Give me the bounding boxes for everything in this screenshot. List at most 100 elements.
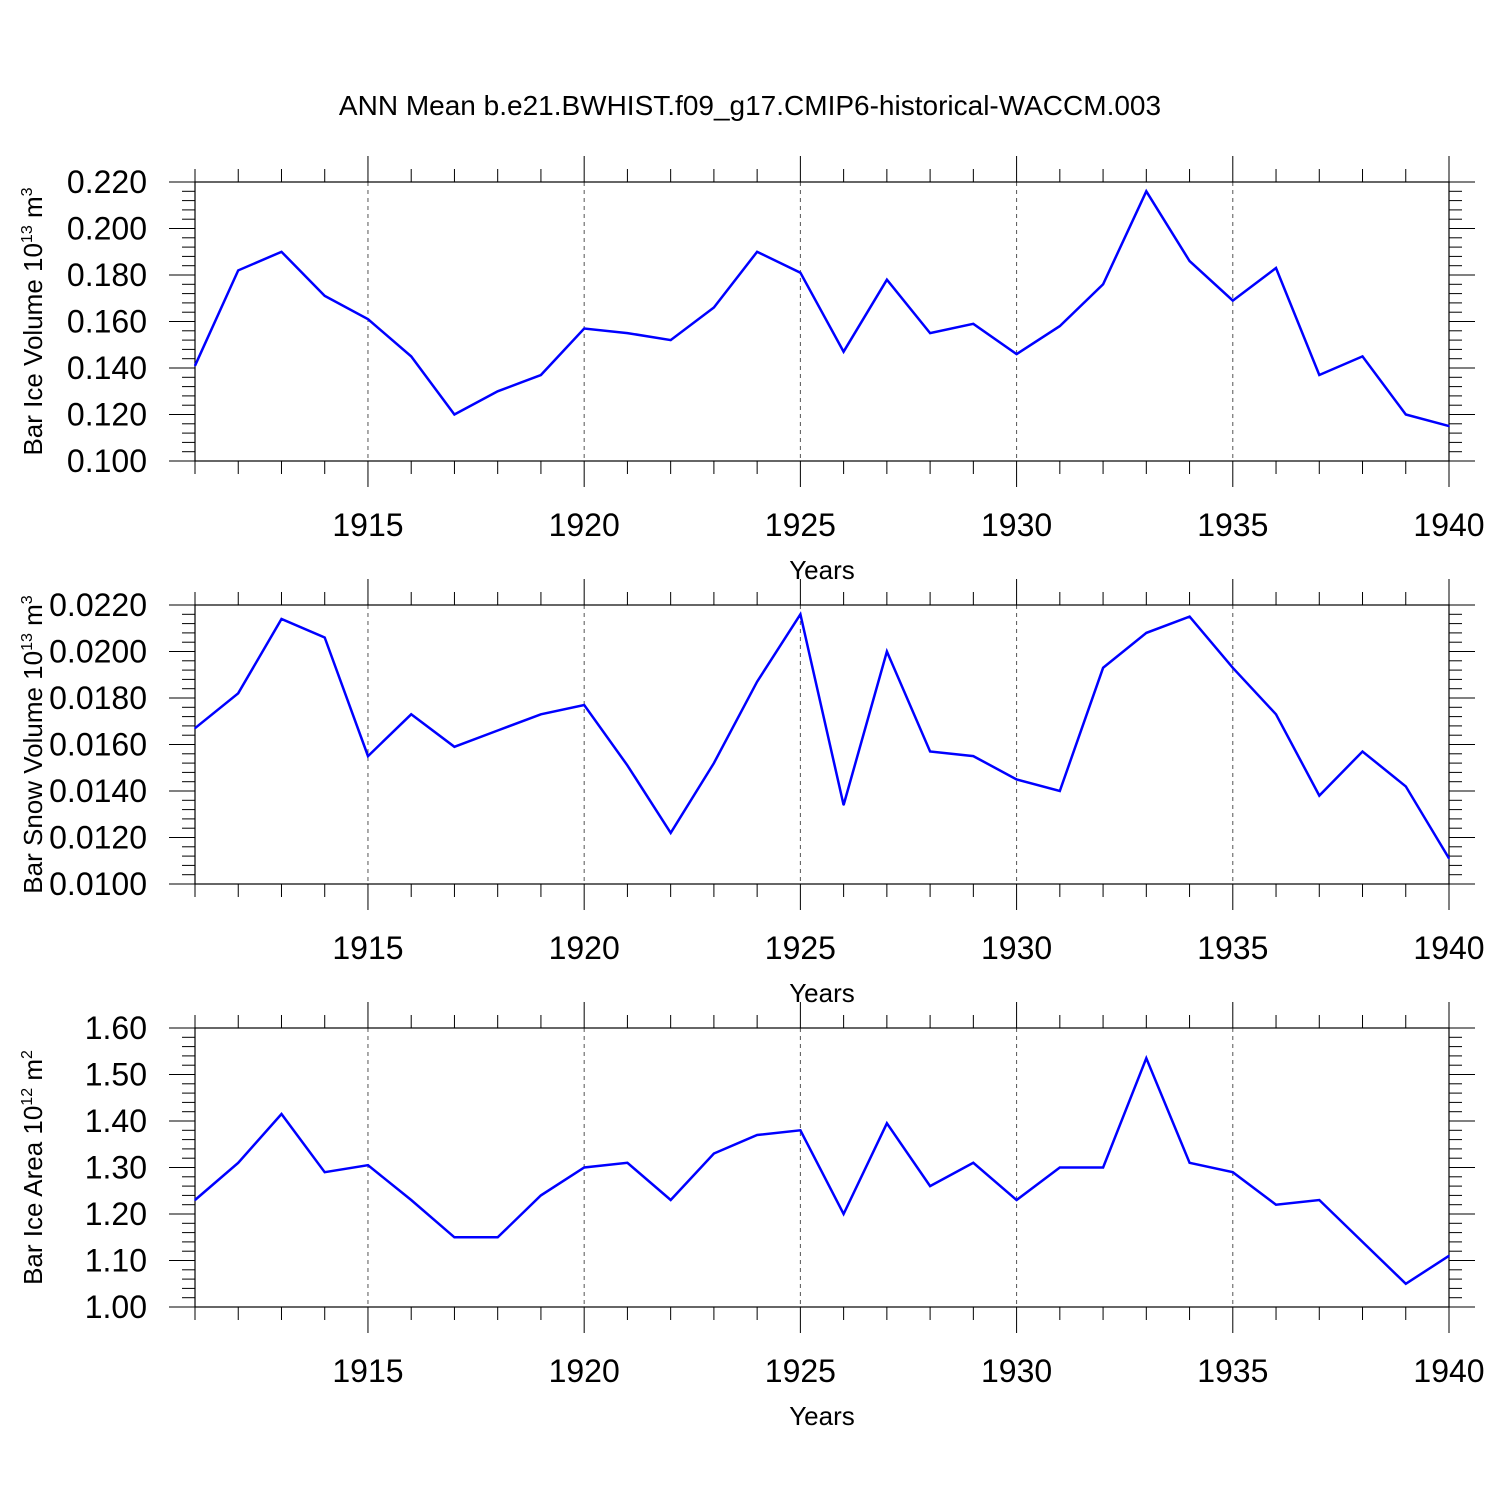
data-point — [1448, 857, 1450, 860]
data-point — [669, 339, 672, 341]
series-line — [194, 1054, 1450, 1286]
y-tick-label: 1.10 — [85, 1243, 147, 1279]
x-tick-label: 1935 — [1197, 507, 1268, 543]
x-tick-label: 1920 — [549, 507, 620, 543]
data-point — [713, 306, 715, 309]
y-tick-label: 1.50 — [85, 1057, 147, 1093]
y-tick-label: 0.0160 — [49, 727, 147, 763]
y-tick-label: 0.100 — [67, 443, 147, 479]
x-tick-label: 1930 — [981, 507, 1052, 543]
x-tick-label: 1925 — [765, 507, 836, 543]
data-point — [1059, 325, 1061, 327]
data-point — [929, 1185, 931, 1187]
data-point — [1361, 355, 1364, 358]
data-point — [799, 1129, 802, 1132]
x-tick-label: 1915 — [332, 507, 403, 543]
data-point — [669, 832, 672, 834]
data-point — [756, 1134, 758, 1136]
data-point — [453, 1236, 456, 1239]
plot-frame — [194, 181, 1450, 462]
data-point — [842, 350, 845, 353]
data-point — [1361, 750, 1364, 753]
data-point — [886, 278, 888, 281]
data-point — [1015, 353, 1018, 355]
data-point — [1102, 283, 1104, 286]
data-point — [496, 390, 499, 393]
data-point — [453, 413, 456, 416]
data-point — [1318, 374, 1321, 376]
y-tick-label: 0.160 — [67, 304, 147, 340]
y-tick-label: 0.180 — [67, 257, 147, 293]
x-tick-label: 1940 — [1413, 1353, 1484, 1389]
data-point — [237, 692, 240, 695]
x-axis-title: Years — [789, 555, 855, 585]
y-tick-label: 0.0120 — [49, 820, 147, 856]
y-tick-label: 1.60 — [85, 1010, 147, 1046]
data-point — [194, 364, 196, 367]
data-point — [367, 755, 369, 757]
data-point — [1059, 1166, 1061, 1169]
data-point — [1231, 666, 1234, 669]
data-point — [799, 271, 802, 274]
data-point — [540, 713, 542, 716]
data-point — [1015, 1199, 1018, 1201]
data-point — [929, 750, 931, 753]
data-point — [713, 762, 715, 764]
data-point — [1275, 1203, 1277, 1206]
y-tick-label: 0.220 — [67, 164, 147, 200]
data-point — [1059, 790, 1061, 792]
y-tick-label: 0.0180 — [49, 680, 147, 716]
y-tick-label: 1.00 — [85, 1289, 147, 1325]
x-tick-label: 1940 — [1413, 930, 1484, 966]
data-point — [323, 636, 326, 639]
data-point — [842, 804, 845, 806]
data-point — [1145, 190, 1148, 193]
data-point — [626, 1162, 629, 1164]
data-point — [886, 1122, 888, 1125]
data-point — [1404, 1282, 1407, 1285]
data-point — [237, 1162, 240, 1164]
y-tick-label: 1.40 — [85, 1103, 147, 1139]
data-point — [1188, 260, 1191, 262]
data-point — [410, 713, 413, 716]
data-point — [1318, 1199, 1321, 1201]
data-point — [669, 1199, 672, 1201]
y-tick-label: 0.140 — [67, 350, 147, 386]
data-point — [929, 332, 931, 334]
x-tick-label: 1920 — [549, 1353, 620, 1389]
data-point — [972, 323, 975, 325]
data-point — [194, 727, 196, 730]
data-point — [972, 1162, 975, 1164]
data-point — [1231, 1171, 1234, 1173]
data-point — [1102, 1166, 1104, 1169]
x-axis-title: Years — [789, 978, 855, 1008]
data-point — [540, 374, 542, 376]
data-point — [1275, 267, 1277, 269]
chart-title: ANN Mean b.e21.BWHIST.f09_g17.CMIP6-hist… — [338, 90, 1162, 121]
data-point — [1361, 1241, 1364, 1243]
x-tick-label: 1925 — [765, 930, 836, 966]
y-tick-label: 1.20 — [85, 1196, 147, 1232]
data-point — [194, 1199, 196, 1201]
data-point — [1275, 713, 1277, 716]
plot-frame — [194, 604, 1450, 885]
y-tick-label: 0.120 — [67, 397, 147, 433]
data-point — [583, 327, 585, 330]
x-tick-label: 1935 — [1197, 1353, 1268, 1389]
data-point — [410, 1199, 413, 1201]
series-line — [193, 188, 1450, 428]
x-tick-label: 1940 — [1413, 507, 1484, 543]
y-tick-label: 1.30 — [85, 1150, 147, 1186]
data-point — [367, 318, 369, 320]
y-tick-label: 0.0220 — [49, 587, 147, 623]
data-point — [886, 650, 888, 653]
data-point — [713, 1152, 715, 1155]
data-point — [1015, 778, 1018, 781]
data-point — [540, 1194, 542, 1197]
data-point — [496, 729, 499, 732]
data-point — [453, 746, 456, 748]
data-point — [842, 1213, 845, 1215]
x-axis-title: Years — [789, 1401, 855, 1431]
data-point — [972, 755, 975, 757]
x-tick-label: 1935 — [1197, 930, 1268, 966]
